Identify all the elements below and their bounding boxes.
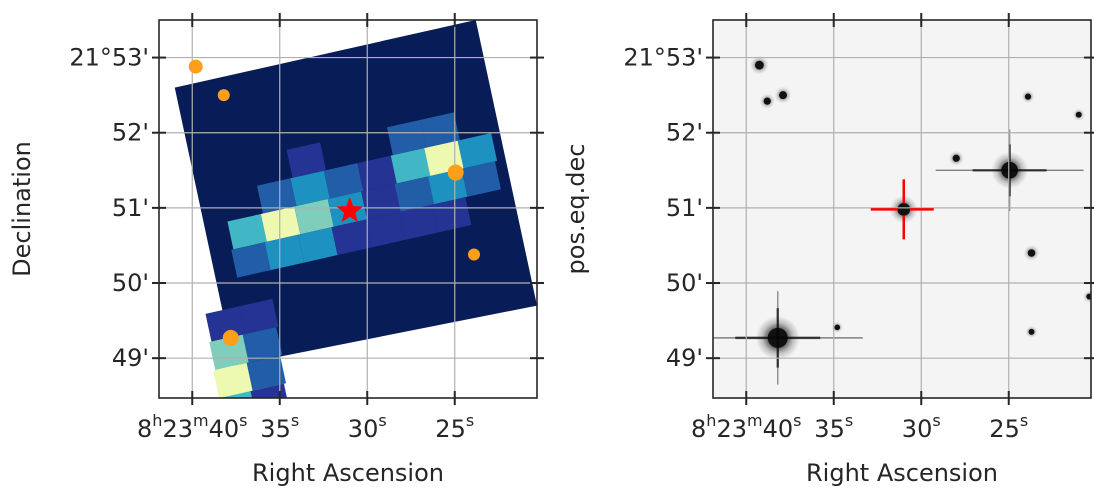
left-tick-labels: 8h​23m​40s​ 35s​ 30s​ 25s​ 21°53' 52' 51' 50' 49… bbox=[69, 44, 474, 443]
right-plot-frame bbox=[712, 19, 1092, 399]
sky-star bbox=[1023, 245, 1040, 261]
sky-star bbox=[889, 195, 918, 224]
y-tick-label: 21°53' bbox=[623, 44, 703, 72]
heatmap-cell bbox=[431, 197, 472, 233]
source-marker bbox=[468, 248, 480, 261]
heatmap-cell bbox=[231, 242, 271, 278]
right-crosshair bbox=[870, 179, 934, 240]
right-xlabel: Right Ascension bbox=[806, 459, 998, 487]
y-tick-label: 51' bbox=[666, 194, 703, 222]
heatmap-cell bbox=[220, 391, 252, 398]
y-tick-label: 50' bbox=[666, 269, 703, 297]
sky-star bbox=[1021, 90, 1035, 104]
heatmap-cell bbox=[227, 213, 267, 250]
heatmap-cell bbox=[361, 183, 401, 220]
heatmap-cell bbox=[461, 161, 501, 197]
sky-star bbox=[749, 55, 769, 75]
x-tick-label: 8h​23m​40s​ bbox=[137, 411, 247, 443]
sky-star bbox=[774, 86, 792, 104]
y-tick-label: 49' bbox=[666, 344, 703, 372]
heatmap-cell bbox=[290, 170, 330, 207]
left-ylabel: Declination bbox=[8, 141, 36, 277]
sky-star bbox=[948, 150, 964, 166]
heatmap-cell bbox=[394, 176, 435, 212]
right-panel: 8h​23m​40s​ 35s​ 30s​ 25s​ 21°53' 52' 51' 50' 49… bbox=[562, 13, 1094, 487]
sky-star bbox=[935, 129, 1084, 211]
x-tick-label: 30s​ bbox=[348, 411, 387, 443]
y-tick-label: 50' bbox=[112, 269, 149, 297]
heatmap-cell bbox=[331, 219, 371, 256]
heatmap-cell bbox=[238, 298, 279, 335]
y-tick-label: 49' bbox=[112, 344, 149, 372]
heatmap-cell bbox=[246, 355, 287, 391]
source-marker bbox=[217, 89, 230, 102]
right-tick-labels: 8h​23m​40s​ 35s​ 30s​ 25s​ 21°53' 52' 51' 50' 49… bbox=[623, 44, 1028, 443]
sky-star bbox=[713, 291, 863, 385]
heatmap-cell bbox=[420, 112, 460, 148]
x-tick-label: 30s​ bbox=[902, 411, 941, 443]
heatmap-cell bbox=[323, 163, 364, 199]
heatmap-cell bbox=[286, 142, 327, 178]
sky-star bbox=[1025, 325, 1038, 339]
right-ticks bbox=[706, 13, 1094, 405]
left-plot-frame bbox=[158, 19, 538, 399]
y-tick-label: 51' bbox=[112, 194, 149, 222]
x-tick-label: 35s​ bbox=[260, 411, 299, 443]
heatmap-cell bbox=[250, 383, 287, 398]
heatmap-cell bbox=[298, 227, 338, 263]
left-panel: 8h​23m​40s​ 35s​ 30s​ 25s​ 21°53' 52' 51' 50' 49… bbox=[8, 13, 544, 487]
source-marker bbox=[447, 164, 464, 181]
heatmap-cell bbox=[390, 148, 431, 184]
y-tick-label: 52' bbox=[112, 119, 149, 147]
left-ticks bbox=[152, 13, 544, 405]
heatmap-cell bbox=[242, 327, 283, 363]
heatmap-cell bbox=[398, 204, 438, 241]
x-tick-label: 25s​ bbox=[435, 411, 474, 443]
heatmap-cell bbox=[209, 334, 249, 370]
heatmap-cell bbox=[386, 119, 427, 156]
y-tick-label: 21°53' bbox=[69, 44, 149, 72]
heatmap-cell bbox=[260, 206, 301, 242]
target-star-marker bbox=[336, 196, 364, 223]
left-xlabel: Right Ascension bbox=[252, 459, 444, 487]
right-ylabel: pos.eq.dec bbox=[562, 144, 590, 275]
heatmap-cell bbox=[457, 133, 498, 169]
heatmap-cell bbox=[264, 234, 305, 271]
heatmap-cell bbox=[365, 212, 405, 248]
right-sky-image bbox=[713, 55, 1091, 385]
left-heatmap-image bbox=[174, 20, 537, 398]
sky-star bbox=[1083, 290, 1091, 303]
left-markers bbox=[188, 59, 480, 346]
y-tick-label: 52' bbox=[666, 119, 703, 147]
source-marker bbox=[188, 59, 203, 74]
x-tick-label: 8h​23m​40s​ bbox=[691, 411, 801, 443]
right-grid bbox=[713, 20, 1091, 398]
sky-star bbox=[1072, 108, 1085, 121]
x-tick-label: 25s​ bbox=[989, 411, 1028, 443]
heatmap-cell bbox=[213, 362, 253, 398]
left-grid bbox=[159, 20, 537, 398]
x-tick-label: 35s​ bbox=[814, 411, 853, 443]
sky-star bbox=[759, 93, 775, 109]
heatmap-cell bbox=[257, 178, 297, 214]
source-marker bbox=[222, 329, 239, 346]
